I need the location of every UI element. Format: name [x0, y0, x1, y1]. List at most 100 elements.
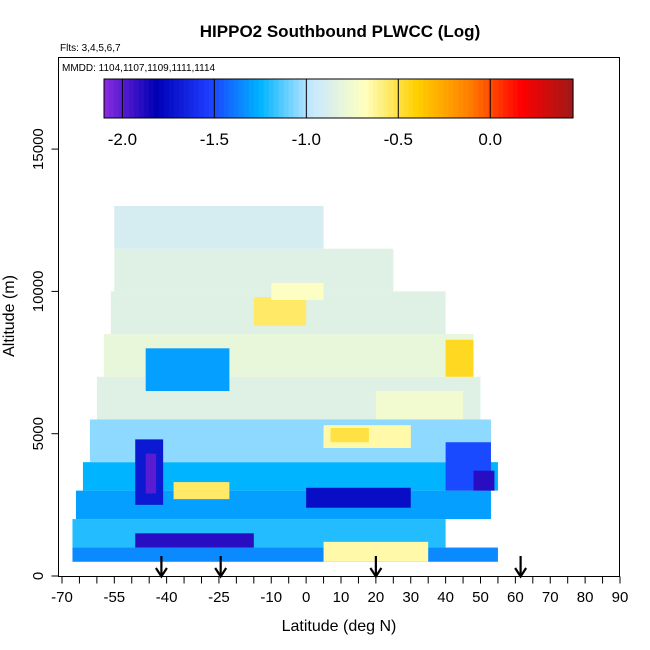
colorbar-swatch — [198, 79, 205, 118]
colorbar-swatch — [278, 79, 285, 118]
colorbar-swatch — [478, 79, 484, 118]
x-tick-label: 70 — [542, 589, 559, 606]
colorbar-swatch — [433, 79, 439, 118]
y-tick-label: 5000 — [30, 417, 47, 450]
colorbar-swatch — [308, 79, 315, 118]
colorbar-tick-label: -1.0 — [292, 130, 321, 149]
colorbar-swatch — [473, 79, 479, 118]
colorbar-swatch — [298, 79, 305, 118]
colorbar-tick-label: -2.0 — [108, 130, 137, 149]
colorbar-frame — [103, 78, 574, 119]
colorbar-tick-label: -0.5 — [384, 130, 413, 149]
heatmap-feature-12 — [445, 339, 474, 377]
colorbar-swatch — [288, 79, 295, 118]
colorbar-swatch — [153, 79, 160, 118]
colorbar-swatch — [348, 79, 355, 118]
heatmap-feature-6 — [473, 470, 495, 491]
colorbar-swatch — [463, 79, 469, 118]
colorbar-swatch — [158, 79, 165, 118]
colorbar-swatch — [468, 79, 474, 118]
colorbar-swatch — [143, 79, 150, 118]
heatmap-layer-0 — [72, 547, 498, 562]
heatmap-layer-9 — [114, 206, 324, 249]
colorbar-swatch — [123, 79, 130, 118]
x-tick-label: -40 — [156, 589, 178, 606]
colorbar-swatch — [148, 79, 155, 118]
colorbar-swatch — [358, 79, 365, 118]
colorbar-swatch — [188, 79, 195, 118]
colorbar-swatch — [208, 79, 215, 118]
colorbar-swatch — [453, 79, 459, 118]
colorbar-swatch — [238, 79, 245, 118]
colorbar-swatch — [248, 79, 255, 118]
colorbar-swatch — [313, 79, 320, 118]
colorbar-swatch — [113, 79, 120, 118]
heatmap-feature-2 — [145, 453, 157, 494]
colorbar-swatch — [168, 79, 175, 118]
heatmap-feature-7 — [173, 482, 230, 500]
heatmap-feature-11 — [375, 391, 464, 420]
colorbar-swatch — [548, 79, 554, 118]
colorbar-swatch — [338, 79, 345, 118]
colorbar-swatch — [498, 79, 504, 118]
heatmap-feature-0 — [145, 348, 230, 392]
colorbar-swatch — [218, 79, 225, 118]
colorbar-swatch — [383, 79, 389, 118]
colorbar-swatch — [223, 79, 230, 118]
colorbar-swatch — [543, 79, 549, 118]
colorbar-tick-label: 0.0 — [478, 130, 502, 149]
colorbar-swatch — [183, 79, 190, 118]
colorbar-tick-label: -1.5 — [200, 130, 229, 149]
colorbar-swatch — [293, 79, 300, 118]
colorbar-swatch — [268, 79, 275, 118]
colorbar-swatch — [328, 79, 335, 118]
colorbar-swatch — [133, 79, 140, 118]
colorbar-swatch — [128, 79, 135, 118]
x-tick-label: -25 — [208, 589, 230, 606]
colorbar-swatch — [508, 79, 514, 118]
colorbar-swatch — [273, 79, 280, 118]
colorbar-swatch — [108, 79, 115, 118]
colorbar-swatch — [488, 79, 494, 118]
colorbar-swatch — [138, 79, 145, 118]
colorbar-swatch — [228, 79, 235, 118]
colorbar-swatch — [523, 79, 529, 118]
y-tick-label: 10000 — [30, 271, 47, 313]
x-tick-label: 10 — [333, 589, 350, 606]
colorbar-swatch — [408, 79, 414, 118]
x-tick-label: 40 — [437, 589, 454, 606]
colorbar-swatch — [568, 79, 574, 118]
colorbar-swatch — [353, 79, 360, 118]
colorbar-swatch — [203, 79, 210, 118]
colorbar-swatch — [373, 79, 380, 118]
colorbar-swatch — [493, 79, 499, 118]
x-tick-label: 60 — [507, 589, 524, 606]
plot-frame — [58, 57, 620, 577]
x-tick-label: -70 — [51, 589, 73, 606]
colorbar: -2.0 -1.5 -1.0 -0.5 0.0 — [103, 78, 574, 149]
flights-annotation: Flts: 3,4,5,6,7 — [60, 43, 121, 54]
colorbar-swatch — [378, 79, 385, 118]
heatmap-feature-14 — [271, 282, 324, 300]
colorbar-swatch — [318, 79, 325, 118]
colorbar-swatch — [503, 79, 509, 118]
colorbar-swatch — [104, 79, 110, 118]
heatmap-feature-15 — [323, 541, 429, 562]
colorbar-swatch — [558, 79, 564, 118]
colorbar-swatch — [253, 79, 260, 118]
colorbar-swatch — [458, 79, 464, 118]
colorbar-swatch — [553, 79, 559, 118]
colorbar-swatch — [428, 79, 434, 118]
x-tick-label: 0 — [302, 589, 310, 606]
colorbar-swatch — [178, 79, 185, 118]
colorbar-swatch — [398, 79, 404, 118]
colorbar-swatch — [243, 79, 250, 118]
heatmap-feature-13 — [253, 297, 307, 326]
colorbar-swatch — [283, 79, 290, 118]
heatmap-cells — [72, 206, 498, 562]
colorbar-swatch — [513, 79, 519, 118]
colorbar-swatch — [233, 79, 240, 118]
colorbar-swatch — [448, 79, 454, 118]
axes: -70 -55 -40 -25 -10 0 10 20 30 40 50 60 70 80 90 0 5000 1… — [30, 128, 628, 606]
